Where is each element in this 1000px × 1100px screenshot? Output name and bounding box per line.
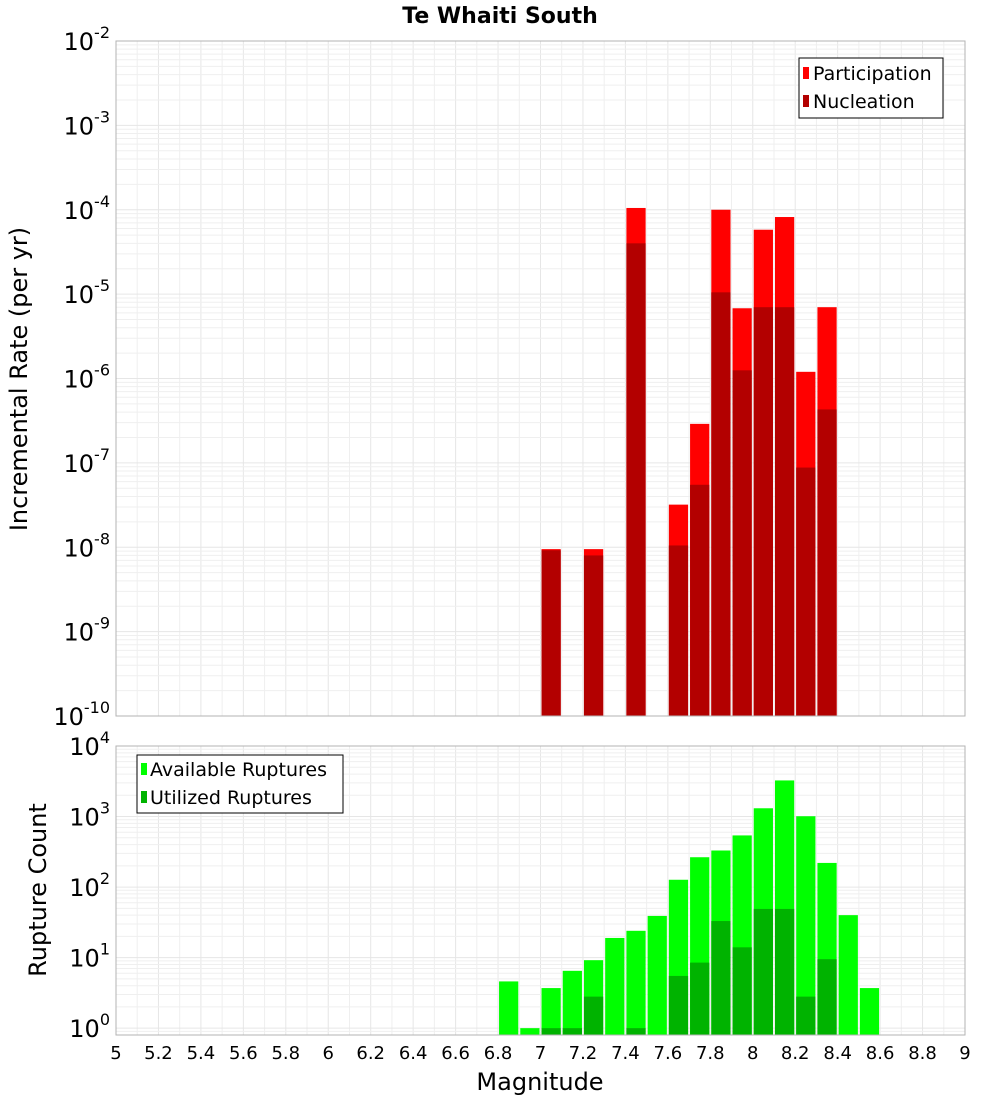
bottom-legend-box [136, 754, 344, 814]
bar-nucleation [796, 467, 816, 716]
bar-nucleation [753, 307, 773, 716]
x-tick-label: 8.8 [908, 1043, 937, 1064]
bar-nucleation [668, 545, 689, 716]
bar-utilized-ruptures [817, 959, 837, 1035]
bottom-y-axis-label: Rupture Count [24, 803, 52, 977]
bar-nucleation [583, 555, 604, 716]
legend-label-nucleation: Nucleation [813, 91, 915, 113]
bar-nucleation [774, 307, 795, 716]
top-plot-frame [115, 40, 966, 717]
bar-utilized-ruptures [562, 1028, 582, 1035]
legend-swatch-participation [803, 67, 809, 79]
x-tick-label: 6.2 [356, 1043, 385, 1064]
x-tick-label: 8.4 [823, 1043, 852, 1064]
top-y-ticks: 10-2 10-3 10-4 10-5 10-6 10-7 10-8 10-9 10-10 [53, 23, 110, 731]
top-y-tick-label: 10-2 [64, 23, 111, 56]
bottom-y-tick-label: 104 [69, 728, 110, 761]
x-tick-label: 7.4 [611, 1043, 640, 1064]
bar-available-ruptures [626, 930, 646, 1035]
x-tick-label: 6 [323, 1043, 334, 1064]
top-grid [115, 40, 966, 717]
bottom-y-tick-label: 101 [69, 940, 110, 973]
top-y-tick-label: 10-9 [64, 614, 111, 647]
bottom-y-tick-label: 102 [69, 869, 110, 902]
x-tick-label: 5.2 [144, 1043, 173, 1064]
bar-available-ruptures [838, 915, 858, 1035]
top-legend: Participation Nucleation [798, 57, 944, 119]
bar-available-ruptures [541, 988, 561, 1035]
top-y-tick-label: 10-6 [64, 361, 111, 394]
bar-available-ruptures [605, 937, 625, 1035]
x-tick-label: 7.6 [654, 1043, 683, 1064]
top-y-tick-label: 10-8 [64, 529, 111, 562]
x-tick-label: 9 [959, 1043, 970, 1064]
x-tick-label: 8.6 [866, 1043, 895, 1064]
bar-utilized-ruptures [626, 1028, 646, 1035]
top-y-tick-label: 10-3 [64, 107, 111, 140]
top-y-axis-label: Incremental Rate (per yr) [5, 227, 33, 531]
legend-label-available-ruptures: Available Ruptures [150, 759, 327, 781]
x-tick-label: 6.4 [399, 1043, 428, 1064]
top-y-tick-label: 10-5 [64, 276, 111, 309]
top-bars [541, 207, 837, 717]
legend-label-participation: Participation [813, 63, 932, 85]
bar-nucleation [541, 550, 561, 716]
bottom-legend: Available Ruptures Utilized Ruptures [136, 754, 344, 814]
legend-swatch-utilized-ruptures [141, 791, 147, 803]
top-panel: 10-2 10-3 10-4 10-5 10-6 10-7 10-8 10-9 10-10 In… [5, 23, 966, 731]
bar-utilized-ruptures [711, 921, 731, 1035]
x-tick-label: 5.8 [271, 1043, 300, 1064]
bar-nucleation [690, 484, 710, 716]
x-tick-label: 8.2 [781, 1043, 810, 1064]
legend-swatch-available-ruptures [141, 763, 147, 775]
bar-nucleation [732, 370, 752, 716]
bar-utilized-ruptures [541, 1028, 561, 1035]
bottom-bars [499, 780, 880, 1035]
top-legend-box [798, 57, 944, 119]
x-tick-label: 7.8 [696, 1043, 725, 1064]
legend-label-utilized-ruptures: Utilized Ruptures [150, 787, 312, 809]
legend-swatch-nucleation [803, 95, 809, 107]
top-y-tick-label: 10-10 [53, 698, 110, 731]
bottom-y-tick-label: 103 [69, 799, 110, 832]
top-y-tick-label: 10-4 [64, 192, 111, 225]
bar-nucleation [817, 409, 837, 716]
bottom-y-tick-label: 100 [69, 1010, 110, 1043]
bar-utilized-ruptures [732, 947, 752, 1035]
bar-utilized-ruptures [774, 908, 795, 1035]
x-tick-label: 5.6 [229, 1043, 258, 1064]
x-tick-label: 7 [535, 1043, 546, 1064]
x-tick-label: 7.2 [569, 1043, 598, 1064]
x-tick-label: 8 [747, 1043, 758, 1064]
x-axis-label: Magnitude [476, 1068, 603, 1096]
bottom-y-ticks: 104 103 102 101 100 [69, 728, 110, 1043]
bar-available-ruptures [796, 816, 816, 1035]
bar-utilized-ruptures [796, 996, 816, 1035]
bar-nucleation [626, 243, 646, 717]
bar-utilized-ruptures [668, 975, 689, 1035]
bar-available-ruptures [647, 915, 667, 1035]
x-tick-label: 6.6 [441, 1043, 470, 1064]
bar-nucleation [711, 292, 731, 716]
bar-available-ruptures [859, 988, 880, 1035]
x-tick-label: 5 [110, 1043, 121, 1064]
bar-available-ruptures [520, 1028, 540, 1035]
bottom-panel: 104 103 102 101 100 Rupture Count Available … [24, 728, 966, 1043]
x-tick-label: 5.4 [187, 1043, 216, 1064]
bar-available-ruptures [562, 970, 582, 1035]
bar-utilized-ruptures [690, 962, 710, 1035]
bar-utilized-ruptures [583, 996, 604, 1035]
x-ticks: 5 5.2 5.4 5.6 5.8 6 6.2 6.4 6.6 6.8 7 7.2 7.4 7.6 7.8 8… [110, 1043, 970, 1064]
chart-title: Te Whaiti South [402, 4, 598, 29]
bar-utilized-ruptures [753, 908, 773, 1035]
bottom-plot-frame [115, 745, 966, 1036]
top-y-tick-label: 10-7 [64, 445, 111, 478]
x-tick-label: 6.8 [484, 1043, 513, 1064]
bar-available-ruptures [499, 981, 519, 1035]
